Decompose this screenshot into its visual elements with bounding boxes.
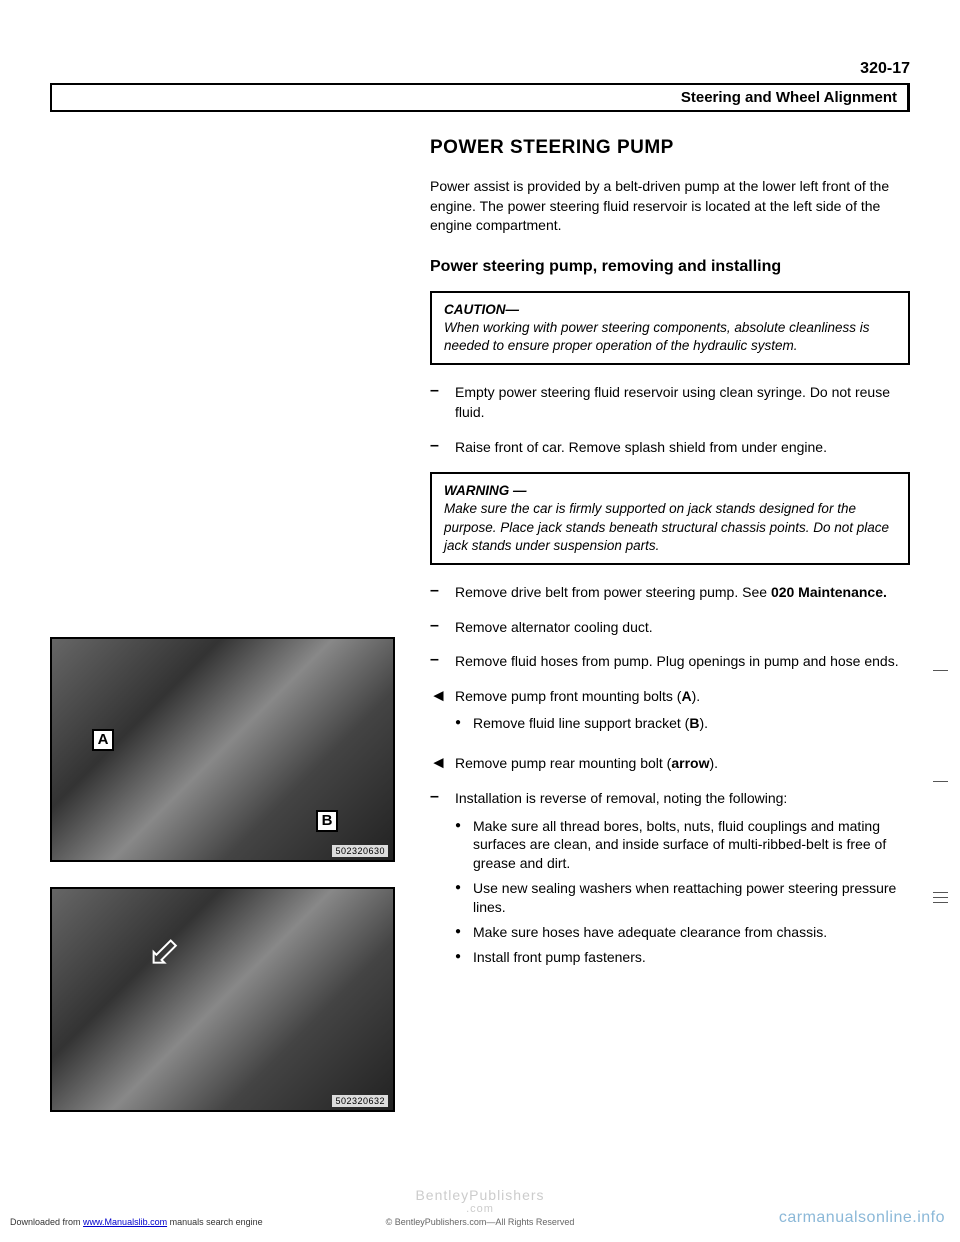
dash-marker: – [430,583,455,603]
step-item: – Installation is reverse of removal, no… [430,789,910,973]
text-pre: Remove pump front mounting bolts ( [455,688,681,704]
dash-marker: – [430,383,455,422]
bullet-marker: ● [455,714,473,733]
watermark: BentleyPublishers [0,1187,960,1203]
intro-paragraph: Power assist is provided by a belt-drive… [430,177,910,236]
text-bold: arrow [671,755,709,771]
step-text: Remove drive belt from power steering pu… [455,583,910,603]
step-text: Raise front of car. Remove splash shield… [455,438,910,458]
text-post: ). [699,715,708,731]
substep-text: Install front pump fasteners. [473,948,646,967]
header-bar: Steering and Wheel Alignment [50,83,910,112]
figure-1: A B 502320630 [50,637,395,862]
warning-title: WARNING — [444,483,527,498]
step-item: – Raise front of car. Remove splash shie… [430,438,910,458]
footer-left-post: manuals search engine [167,1217,263,1227]
step-item: ◄ Remove pump front mounting bolts (A). … [430,687,910,739]
substep-item: ● Remove fluid line support bracket (B). [455,714,910,733]
step-item: ◄ Remove pump rear mounting bolt (arrow)… [430,754,910,774]
text-pre: Remove fluid line support bracket ( [473,715,689,731]
dash-marker: – [430,438,455,458]
footer-left-pre: Downloaded from [10,1217,83,1227]
substep-text: Use new sealing washers when reattaching… [473,879,910,917]
arrow-marker: ◄ [430,687,455,739]
step-list: – Empty power steering fluid reservoir u… [430,383,910,457]
step-item: – Remove fluid hoses from pump. Plug ope… [430,652,910,672]
page-number: 320-17 [50,60,910,78]
figure-2-id: 502320632 [332,1095,388,1107]
text-column: POWER STEERING PUMP Power assist is prov… [430,137,910,1137]
footer: BentleyPublishers .com © BentleyPublishe… [0,1187,960,1227]
substep-list: ● Make sure all thread bores, bolts, nut… [455,817,910,967]
text-bold: A [681,688,691,704]
figure-label-a: A [92,729,114,751]
footer-right: carmanualsonline.info [779,1209,945,1227]
step-text: Remove fluid hoses from pump. Plug openi… [455,652,910,672]
warning-body: Make sure the car is firmly supported on… [444,501,889,552]
caution-title: CAUTION— [444,302,519,317]
text-post: ). [692,688,701,704]
dash-marker: – [430,652,455,672]
step-item: – Remove drive belt from power steering … [430,583,910,603]
figure-label-b: B [316,810,338,832]
step-list-2: – Remove drive belt from power steering … [430,583,910,973]
step-text-inner: Installation is reverse of removal, noti… [455,790,787,806]
substep-item: ● Install front pump fasteners. [455,948,910,967]
step-text: Empty power steering fluid reservoir usi… [455,383,910,422]
step-item: – Remove alternator cooling duct. [430,618,910,638]
bullet-marker: ● [455,879,473,917]
step-item: – Empty power steering fluid reservoir u… [430,383,910,422]
text-pre: Remove pump rear mounting bolt ( [455,755,671,771]
bullet-marker: ● [455,817,473,874]
bullet-marker: ● [455,948,473,967]
dash-marker: – [430,789,455,973]
figure-2: ⇩ 502320632 [50,887,395,1112]
content-area: A B 502320630 ⇩ 502320632 POWER STEERING… [50,137,910,1137]
substep-item: ● Use new sealing washers when reattachi… [455,879,910,917]
side-ticks [933,670,948,1013]
substep-item: ● Make sure all thread bores, bolts, nut… [455,817,910,874]
arrow-marker: ◄ [430,754,455,774]
substep-item: ● Make sure hoses have adequate clearanc… [455,923,910,942]
step-text: Remove pump front mounting bolts (A). ● … [455,687,910,739]
step-text: Installation is reverse of removal, noti… [455,789,910,973]
substep-text: Make sure hoses have adequate clearance … [473,923,827,942]
text-bold: B [689,715,699,731]
step-text: Remove alternator cooling duct. [455,618,910,638]
figure-1-id: 502320630 [332,845,388,857]
arrow-indicator: ⇩ [139,926,196,983]
substep-text: Remove fluid line support bracket (B). [473,714,708,733]
step-text: Remove pump rear mounting bolt (arrow). [455,754,910,774]
dash-marker: – [430,618,455,638]
text-bold: 020 Maintenance. [771,584,887,600]
figures-column: A B 502320630 ⇩ 502320632 [50,137,410,1137]
substep-list: ● Remove fluid line support bracket (B). [455,714,910,733]
caution-box: CAUTION— When working with power steerin… [430,291,910,366]
caution-body: When working with power steering compone… [444,320,869,353]
text-pre: Remove drive belt from power steering pu… [455,584,771,600]
warning-box: WARNING — Make sure the car is firmly su… [430,472,910,565]
subsection-title: Power steering pump, removing and instal… [430,258,910,276]
substep-text: Make sure all thread bores, bolts, nuts,… [473,817,910,874]
manualslib-link[interactable]: www.Manualslib.com [83,1217,167,1227]
section-title: POWER STEERING PUMP [430,137,910,159]
text-post: ). [709,755,718,771]
footer-left: Downloaded from www.Manualslib.com manua… [10,1217,263,1227]
bullet-marker: ● [455,923,473,942]
